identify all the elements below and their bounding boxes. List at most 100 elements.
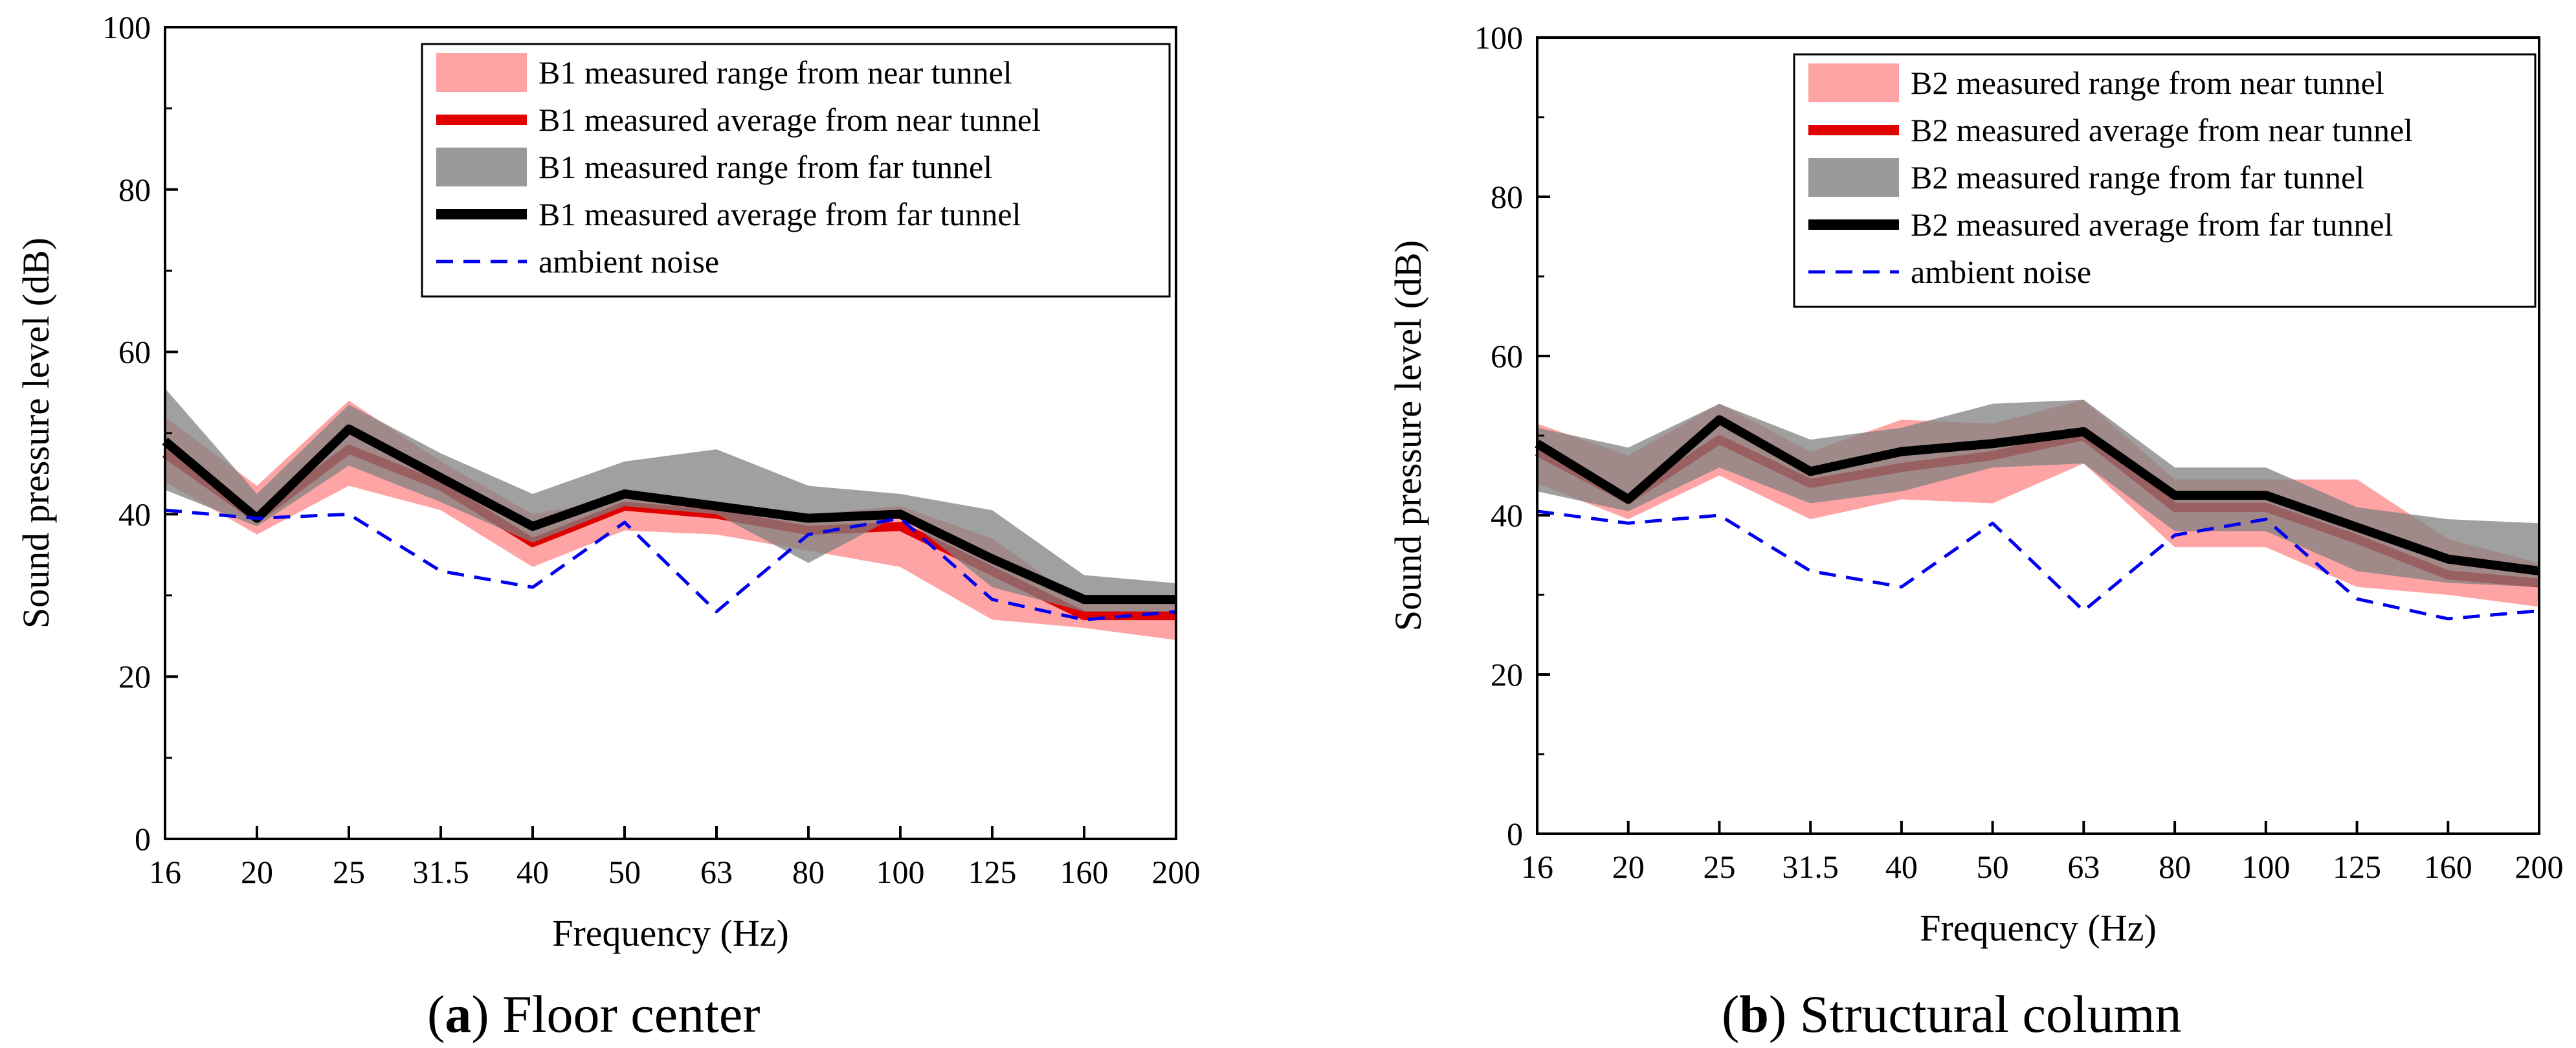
x-tick-label: 63: [2067, 849, 2100, 885]
x-tick-label: 160: [1060, 854, 1109, 890]
legend: B2 measured range from near tunnel B2 mea…: [1793, 53, 2537, 308]
x-tick-label: 200: [2515, 849, 2564, 885]
x-tick-label: 63: [700, 854, 733, 890]
data-point: [2083, 431, 2084, 432]
data-point: [1810, 471, 1811, 472]
data-point: [900, 526, 901, 527]
x-tick-label: 20: [241, 854, 273, 890]
ambient-line: [1537, 509, 2540, 621]
y-tick-label: 20: [118, 658, 151, 695]
legend-label: ambient noise: [539, 243, 719, 280]
plot-area: [1535, 399, 2540, 621]
x-axis-label: Frequency (Hz): [552, 912, 789, 954]
y-axis-label: Sound pressure level (dB): [15, 238, 57, 629]
legend-label: B2 measured average from far tunnel: [1911, 206, 2393, 243]
x-tick-label: 20: [1612, 849, 1645, 885]
data-point: [900, 513, 901, 515]
caption-a: (a) Floor center: [427, 985, 761, 1043]
data-point: [1992, 443, 1993, 444]
data-point: [256, 518, 258, 519]
data-point: [2174, 535, 2175, 536]
caption-text: Structural column: [1799, 985, 2182, 1043]
caption-label: b: [1739, 985, 1769, 1043]
y-tick-label: 20: [1491, 656, 1523, 693]
caption-label: a: [445, 985, 472, 1043]
legend-swatch: [436, 53, 527, 92]
y-tick-label: 60: [1491, 338, 1523, 374]
y-tick-label: 80: [118, 172, 151, 208]
average-line: [162, 424, 1176, 605]
range-band: [1537, 399, 2539, 587]
data-point: [2447, 618, 2448, 619]
plot-area: [162, 388, 1177, 640]
data-point: [716, 506, 717, 507]
x-tick-label: 31.5: [1782, 849, 1839, 885]
data-point: [716, 611, 717, 612]
data-point: [992, 599, 993, 600]
x-tick-label: 31.5: [412, 854, 469, 890]
data-point: [992, 558, 993, 559]
x-tick-label: 25: [1703, 849, 1735, 885]
data-point: [808, 518, 809, 519]
y-tick-label: 100: [102, 9, 151, 45]
y-tick-label: 40: [118, 496, 151, 532]
x-tick-label: 200: [1152, 854, 1201, 890]
data-point: [532, 526, 533, 527]
data-point: [624, 522, 625, 523]
ambient-line: [164, 508, 1177, 621]
data-point: [2357, 598, 2358, 599]
legend: B1 measured range from near tunnel B1 mea…: [421, 43, 1171, 298]
legend-box: [1793, 53, 2537, 308]
x-tick-label: 80: [2159, 849, 2191, 885]
legend-swatch: [436, 148, 527, 186]
x-tick-label: 80: [792, 854, 825, 890]
average-line: [1535, 415, 2540, 576]
legend-label: ambient noise: [1911, 254, 2091, 290]
y-tick-label: 40: [1491, 497, 1523, 533]
x-tick-label: 100: [876, 854, 925, 890]
y-axis-label: Sound pressure level (dB): [1387, 240, 1429, 631]
caption-text: Floor center: [502, 985, 761, 1043]
x-tick-label: 160: [2424, 849, 2472, 885]
x-tick-label: 40: [516, 854, 549, 890]
legend-label: B2 measured range from near tunnel: [1911, 65, 2384, 101]
data-point: [2174, 495, 2175, 496]
x-tick-label: 25: [333, 854, 365, 890]
data-point: [2447, 559, 2448, 560]
chart-panel-a: 16 20 25 31.5 40 50 63 80 100 125 160 200 0 20 40 60 80 1…: [15, 9, 1201, 954]
data-point: [1992, 522, 1993, 524]
x-tick-label: 16: [149, 854, 181, 890]
x-tick-label: 125: [968, 854, 1017, 890]
data-point: [1628, 522, 1629, 524]
legend-label: B2 measured average from near tunnel: [1911, 112, 2413, 148]
x-tick-label: 40: [1885, 849, 1918, 885]
data-point: [1718, 515, 1720, 516]
x-tick-label: 50: [608, 854, 641, 890]
x-tick-label: 100: [2241, 849, 2290, 885]
data-point: [1083, 599, 1085, 600]
y-tick-label: 100: [1474, 19, 1523, 56]
data-point: [440, 570, 441, 572]
legend-label: B2 measured range from far tunnel: [1911, 159, 2364, 195]
x-tick-label: 16: [1521, 849, 1553, 885]
x-tick-label: 125: [2333, 849, 2381, 885]
y-tick-label: 80: [1491, 179, 1523, 215]
data-point: [1718, 419, 1720, 420]
data-point: [624, 493, 625, 495]
data-point: [1083, 619, 1085, 620]
data-point: [2357, 526, 2358, 528]
data-point: [1810, 570, 1811, 572]
data-point: [900, 518, 901, 519]
legend-box: [421, 43, 1171, 298]
y-tick-label: 0: [1507, 816, 1523, 852]
data-point: [1901, 586, 1902, 588]
caption-b: (b) Structural column: [1722, 985, 2182, 1043]
x-tick-label: 50: [1977, 849, 2009, 885]
x-axis-label: Frequency (Hz): [1920, 907, 2157, 949]
y-tick-label: 0: [135, 821, 151, 857]
legend-swatch: [1808, 158, 1899, 197]
chart-panel-b: 16 20 25 31.5 40 50 63 80 100 125 160 200 0 20 40 60 80 1…: [1387, 19, 2564, 949]
data-point: [348, 513, 350, 515]
data-point: [2265, 495, 2267, 496]
